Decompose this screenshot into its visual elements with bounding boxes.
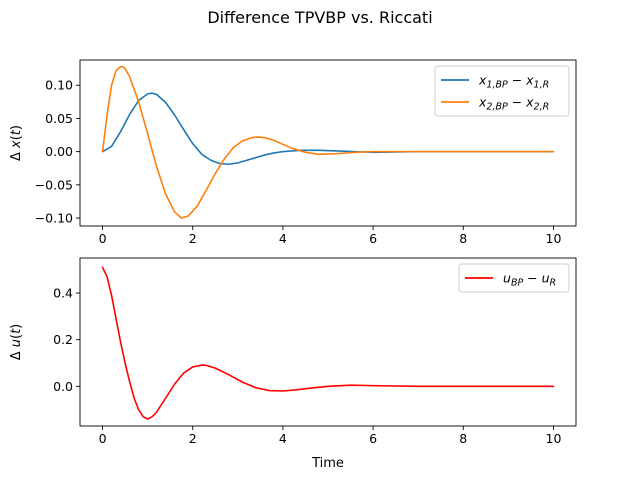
legend-label: uBP − uR bbox=[503, 271, 556, 289]
x-tick-label: 8 bbox=[459, 431, 467, 446]
x-tick-label: 4 bbox=[279, 431, 287, 446]
y-tick-label: 0.05 bbox=[45, 111, 73, 126]
legend-box bbox=[434, 65, 570, 117]
axes-frame bbox=[79, 257, 577, 427]
y-tick-label: −0.05 bbox=[35, 177, 73, 192]
x-tick-label: 6 bbox=[369, 431, 377, 446]
x-tick-label: 10 bbox=[546, 431, 562, 446]
legend-box bbox=[458, 263, 570, 293]
legend-label: x1,BP − x1,R bbox=[478, 73, 549, 91]
y-axis-label: Δ x(t) bbox=[9, 125, 24, 161]
y-tick-label: 0.10 bbox=[45, 78, 73, 93]
bottom-subplot: 0 2 4 6 8 10 0.0 0.2 0.4 Δ u(t) Time uBP − uR bbox=[9, 257, 577, 471]
series-line-1 bbox=[101, 266, 555, 420]
top-subplot: 0 2 4 6 8 10 −0.10 −0.05 0.00 0.05 0.10 Δ x(t) x1,BP… bbox=[9, 59, 577, 246]
y-tick-label: 0.00 bbox=[45, 144, 73, 159]
x-tick-label: 8 bbox=[459, 231, 467, 246]
series-line-2 bbox=[101, 65, 555, 219]
x-tick-label: 10 bbox=[546, 231, 562, 246]
x-tick-label: 0 bbox=[99, 231, 107, 246]
legend-label: x2,BP − x2,R bbox=[478, 95, 549, 113]
y-tick-label: −0.10 bbox=[35, 211, 73, 226]
x-tick-label: 4 bbox=[279, 231, 287, 246]
y-axis-label: Δ u(t) bbox=[9, 324, 24, 361]
legend: x1,BP − x1,R x2,BP − x2,R bbox=[434, 65, 570, 117]
y-tick-label: 0.0 bbox=[53, 379, 73, 394]
x-tick-label: 2 bbox=[189, 231, 197, 246]
y-tick-label: 0.4 bbox=[53, 286, 73, 301]
y-tick-label: 0.2 bbox=[53, 332, 73, 347]
figure-title: Difference TPVBP vs. Riccati bbox=[207, 8, 432, 27]
x-axis-label: Time bbox=[311, 456, 344, 471]
x-tick-label: 0 bbox=[99, 431, 107, 446]
axes-frame bbox=[79, 59, 577, 227]
x-tick-label: 2 bbox=[189, 431, 197, 446]
legend: uBP − uR bbox=[458, 263, 570, 293]
x-tick-label: 6 bbox=[369, 231, 377, 246]
